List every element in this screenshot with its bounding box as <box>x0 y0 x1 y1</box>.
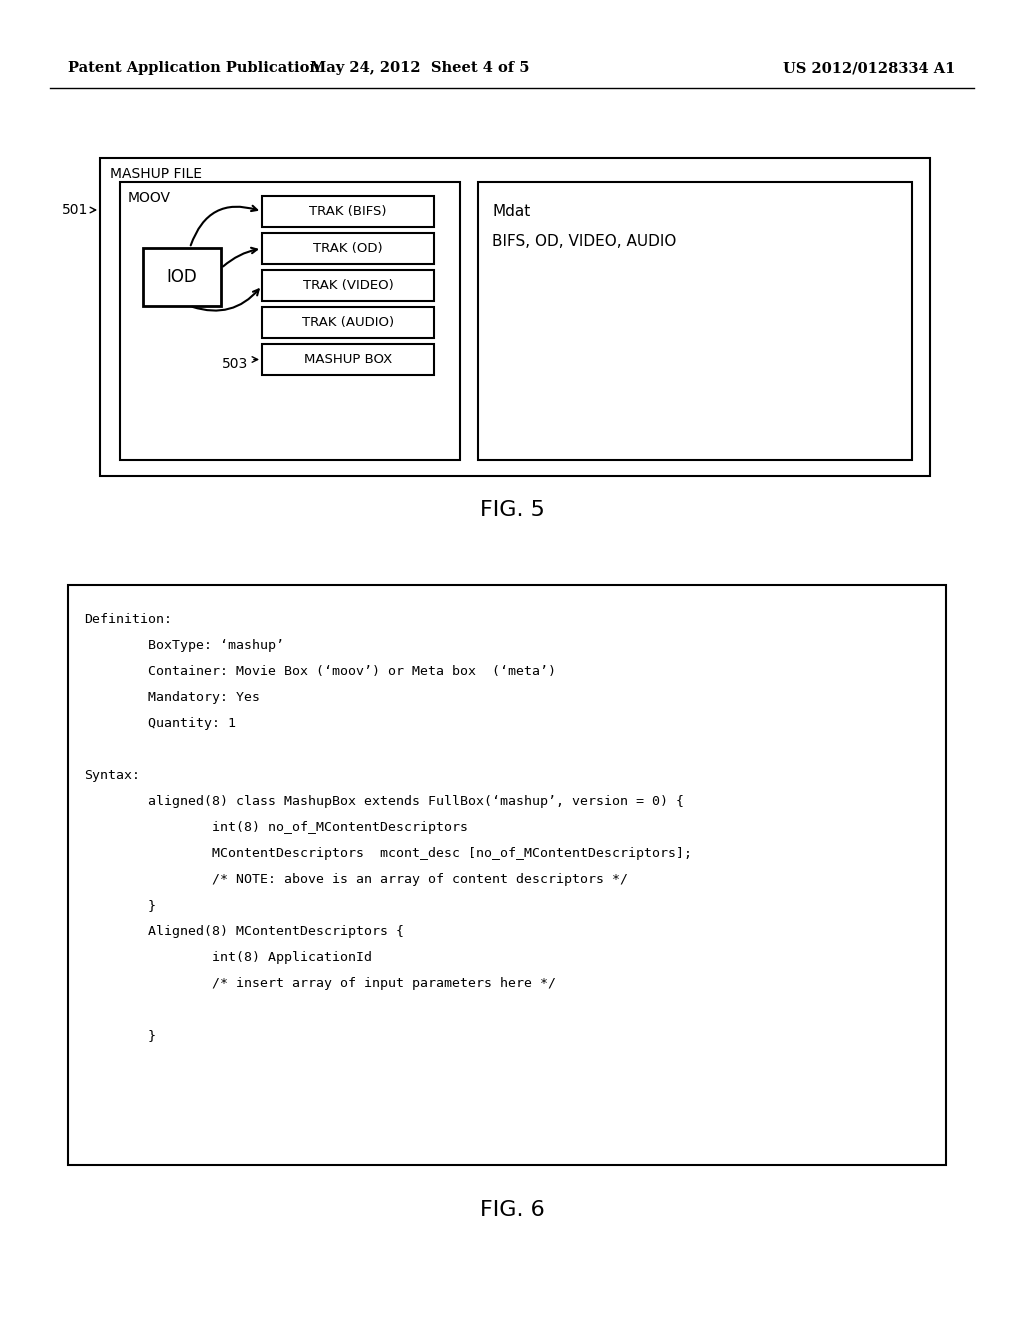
Text: Quantity: 1: Quantity: 1 <box>84 717 236 730</box>
Text: int(8) no_of_MContentDescriptors: int(8) no_of_MContentDescriptors <box>84 821 468 834</box>
Text: Mandatory: Yes: Mandatory: Yes <box>84 690 260 704</box>
Text: MOOV: MOOV <box>128 191 171 205</box>
Text: 501: 501 <box>61 203 88 216</box>
Text: Syntax:: Syntax: <box>84 770 140 781</box>
Bar <box>100 158 930 477</box>
Text: int(8) ApplicationId: int(8) ApplicationId <box>84 950 372 964</box>
Text: Container: Movie Box (‘moov’) or Meta box  (‘meta’): Container: Movie Box (‘moov’) or Meta bo… <box>84 665 556 678</box>
Text: Aligned(8) MContentDescriptors {: Aligned(8) MContentDescriptors { <box>84 925 404 939</box>
Text: aligned(8) class MashupBox extends FullBox(‘mashup’, version = 0) {: aligned(8) class MashupBox extends FullB… <box>84 795 684 808</box>
Bar <box>262 345 434 375</box>
Text: BIFS, OD, VIDEO, AUDIO: BIFS, OD, VIDEO, AUDIO <box>492 235 677 249</box>
Text: IOD: IOD <box>167 268 198 286</box>
Text: May 24, 2012  Sheet 4 of 5: May 24, 2012 Sheet 4 of 5 <box>310 61 529 75</box>
Text: FIG. 5: FIG. 5 <box>479 500 545 520</box>
Text: /* NOTE: above is an array of content descriptors */: /* NOTE: above is an array of content de… <box>84 873 628 886</box>
Text: MContentDescriptors  mcont_desc [no_of_MContentDescriptors];: MContentDescriptors mcont_desc [no_of_MC… <box>84 847 692 861</box>
Bar <box>262 234 434 264</box>
Text: US 2012/0128334 A1: US 2012/0128334 A1 <box>782 61 955 75</box>
Bar <box>262 308 434 338</box>
Text: Definition:: Definition: <box>84 612 172 626</box>
Text: TRAK (VIDEO): TRAK (VIDEO) <box>303 279 393 292</box>
Bar <box>120 182 460 459</box>
Text: MASHUP FILE: MASHUP FILE <box>110 168 202 181</box>
Text: Mdat: Mdat <box>492 205 530 219</box>
Text: FIG. 6: FIG. 6 <box>479 1200 545 1220</box>
Bar <box>68 585 946 1166</box>
Text: BoxType: ‘mashup’: BoxType: ‘mashup’ <box>84 639 284 652</box>
Bar <box>143 248 221 306</box>
Text: MASHUP BOX: MASHUP BOX <box>304 352 392 366</box>
Text: TRAK (BIFS): TRAK (BIFS) <box>309 205 387 218</box>
Text: TRAK (AUDIO): TRAK (AUDIO) <box>302 315 394 329</box>
Text: Patent Application Publication: Patent Application Publication <box>68 61 319 75</box>
Text: /* insert array of input parameters here */: /* insert array of input parameters here… <box>84 977 556 990</box>
Text: 503: 503 <box>222 356 248 371</box>
Bar <box>478 182 912 459</box>
Text: }: } <box>84 899 156 912</box>
Text: TRAK (OD): TRAK (OD) <box>313 242 383 255</box>
Text: }: } <box>84 1030 156 1041</box>
Bar <box>262 195 434 227</box>
Bar <box>262 271 434 301</box>
